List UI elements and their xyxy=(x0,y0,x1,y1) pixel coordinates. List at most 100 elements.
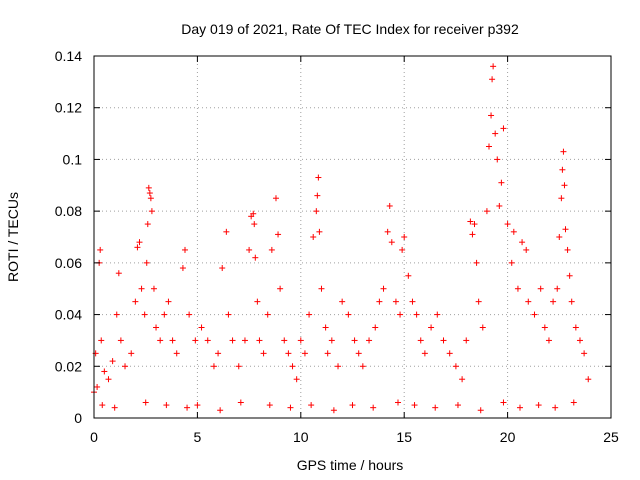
gridlines xyxy=(94,56,611,418)
data-point xyxy=(148,208,155,215)
data-point xyxy=(492,130,499,137)
data-point xyxy=(115,270,122,277)
x-tick-label-4: 20 xyxy=(500,429,516,445)
data-point xyxy=(454,402,461,409)
x-axis-label: GPS time / hours xyxy=(297,457,404,473)
data-point xyxy=(469,231,476,238)
data-point xyxy=(111,404,118,411)
data-point xyxy=(496,202,503,209)
y-tick-label-2: 0.04 xyxy=(55,307,82,323)
data-point xyxy=(313,208,320,215)
y-tick-label-1: 0.02 xyxy=(55,358,82,374)
data-point xyxy=(559,166,566,173)
data-point xyxy=(552,404,559,411)
data-point xyxy=(204,337,211,344)
data-point xyxy=(330,407,337,414)
data-point xyxy=(324,350,331,357)
x-tick-label-2: 10 xyxy=(293,429,309,445)
data-point xyxy=(386,202,393,209)
data-point xyxy=(397,311,404,318)
data-point xyxy=(266,402,273,409)
data-point xyxy=(581,350,588,357)
data-point xyxy=(514,285,521,292)
data-point xyxy=(217,407,224,414)
data-point xyxy=(349,402,356,409)
data-point xyxy=(225,311,232,318)
data-point xyxy=(237,399,244,406)
data-points xyxy=(91,63,592,414)
data-point xyxy=(519,239,526,246)
y-tick-label-7: 0.14 xyxy=(55,48,82,64)
data-point xyxy=(561,182,568,189)
data-point xyxy=(550,298,557,305)
data-point xyxy=(328,337,335,344)
data-point xyxy=(463,337,470,344)
data-point xyxy=(554,285,561,292)
data-point xyxy=(117,337,124,344)
data-point xyxy=(264,311,271,318)
data-point xyxy=(145,184,152,191)
data-point xyxy=(210,363,217,370)
data-point xyxy=(219,265,226,272)
data-point xyxy=(314,192,321,199)
data-point xyxy=(570,399,577,406)
data-point xyxy=(372,324,379,331)
data-point xyxy=(306,311,313,318)
data-point xyxy=(186,311,193,318)
data-point xyxy=(562,226,569,233)
data-point xyxy=(293,376,300,383)
data-point xyxy=(310,234,317,240)
data-point xyxy=(556,234,563,240)
data-point xyxy=(256,337,263,344)
data-point xyxy=(287,404,294,411)
data-point xyxy=(355,350,362,357)
data-point xyxy=(413,311,420,318)
data-point xyxy=(488,112,495,119)
data-point xyxy=(537,285,544,292)
data-point xyxy=(198,324,205,331)
data-point xyxy=(335,363,342,370)
data-point xyxy=(113,311,120,318)
plot-frame xyxy=(93,55,612,419)
data-point xyxy=(98,337,105,344)
data-point xyxy=(477,407,484,414)
data-point xyxy=(94,383,101,390)
chart-title: Day 019 of 2021, Rate Of TEC Index for r… xyxy=(181,21,519,37)
data-point xyxy=(399,246,406,253)
data-point xyxy=(144,221,151,228)
data-point xyxy=(143,259,150,266)
y-tick-label-6: 0.12 xyxy=(55,100,82,116)
data-point xyxy=(281,337,288,344)
data-point xyxy=(272,195,279,202)
data-point xyxy=(446,350,453,357)
data-point xyxy=(339,298,346,305)
data-point xyxy=(541,324,548,331)
data-point xyxy=(122,363,129,370)
data-point xyxy=(316,228,323,235)
data-point xyxy=(141,311,148,318)
y-axis-label: ROTI / TECUs xyxy=(5,192,21,282)
data-point xyxy=(147,195,154,202)
x-tick-label-5: 25 xyxy=(603,429,619,445)
data-point xyxy=(194,402,201,409)
data-point xyxy=(485,143,492,150)
data-point xyxy=(421,350,428,357)
data-point xyxy=(494,156,501,163)
data-point xyxy=(388,239,395,246)
data-point xyxy=(153,324,160,331)
data-point xyxy=(564,246,571,253)
y-tick-label-0: 0 xyxy=(74,410,82,426)
x-tick-label-3: 15 xyxy=(396,429,412,445)
data-point xyxy=(322,324,329,331)
data-point xyxy=(483,208,490,215)
data-point xyxy=(109,358,116,365)
data-point xyxy=(251,221,258,228)
data-point xyxy=(489,76,496,83)
data-point xyxy=(394,399,401,406)
data-point xyxy=(440,337,447,344)
data-point xyxy=(105,376,112,383)
data-point xyxy=(268,246,275,253)
data-point xyxy=(142,399,149,406)
x-tick-label-1: 5 xyxy=(194,429,202,445)
